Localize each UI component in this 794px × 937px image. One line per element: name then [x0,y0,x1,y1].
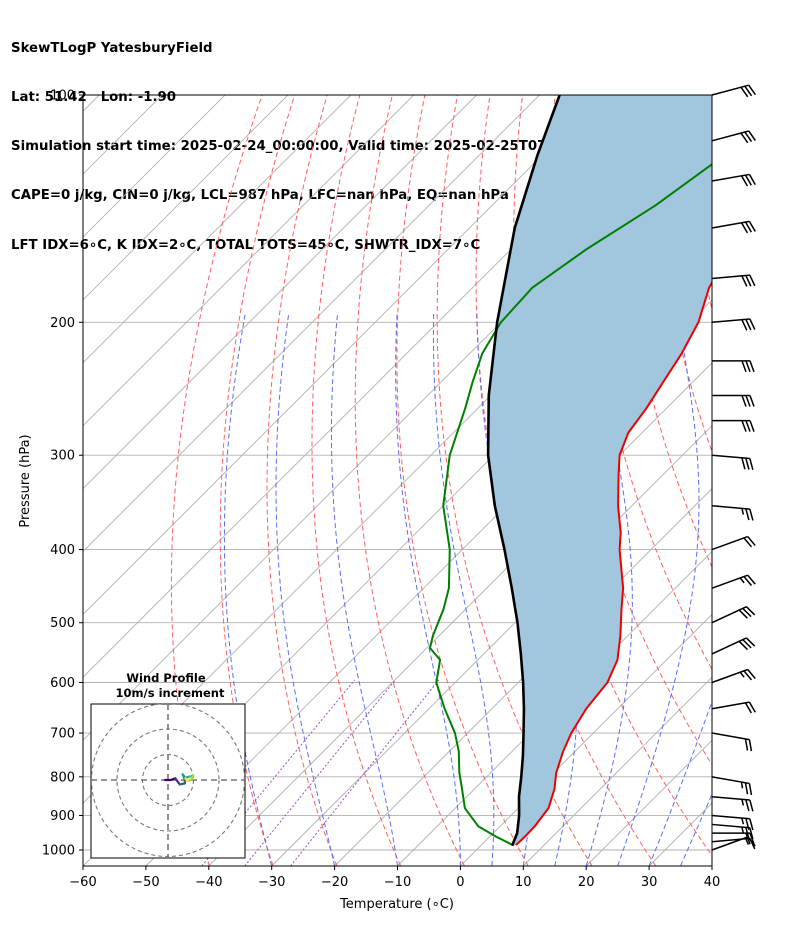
wind-barb [711,837,756,850]
dry-adiabat-line [311,95,402,866]
wind-barb [712,360,755,373]
moist-adiabat-line [680,793,712,866]
isotherm-line [83,95,477,490]
y-tick-label: 600 [50,676,75,691]
cape-cin-fill [488,95,712,846]
dry-adiabat-line [750,95,794,866]
x-tick-label: 30 [641,875,658,890]
wind-barbs [711,84,757,851]
y-tick-label: 300 [50,449,75,464]
moist-adiabat-line [585,313,633,866]
isotherm-line [83,95,540,553]
wind-barb [711,605,756,624]
dry-adiabat-line [219,95,296,866]
x-tick-label: −10 [384,875,411,890]
y-tick-label: 800 [50,770,75,785]
isotherm-line [711,865,712,866]
mixing-ratio-line [244,679,396,866]
isotherm-line [271,425,712,866]
x-tick-label: −40 [195,875,222,890]
wind-barb [711,318,756,331]
wind-barb [711,274,756,287]
isotherm-line [83,95,100,112]
dry-adiabat-line [266,95,338,866]
axes: −60 −50 −40 −30 −20 −10 0 10 20 30 40 100 200 300 400 5… [42,89,720,891]
x-tick-label: −20 [321,875,348,890]
dry-adiabat-line [718,95,794,866]
x-axis-label: Temperature (∘C) [339,897,454,912]
wind-barb [711,130,757,144]
x-tick-label: −30 [258,875,285,890]
parcel-line [486,95,561,847]
isotherm-line [334,487,712,866]
wind-barb [711,814,754,831]
moist-adiabat-line [648,699,712,866]
dry-adiabat-line [513,95,712,857]
x-tick-label: 20 [578,875,595,890]
wind-barb [711,574,756,589]
dry-adiabat-line [354,95,465,866]
moist-adiabat-line [275,313,336,866]
moist-adiabat-line [223,313,273,866]
y-tick-label: 1000 [42,844,75,859]
moist-adiabat-line [330,313,398,866]
y-tick-label: 100 [50,89,75,104]
isotherm-line [522,676,712,866]
chart-header: SkewTLogP YatesburyField Lat: 51.42 Lon:… [11,8,618,271]
y-tick-label: 500 [50,616,75,631]
hodograph-segment [184,777,189,783]
moist-adiabat-line [529,313,579,866]
wind-barb [711,668,756,684]
wind-barb [711,220,756,234]
y-tick-label: 900 [50,809,75,824]
y-tick-label: 200 [50,316,75,331]
wind-barb [711,173,756,187]
x-tick-label: −50 [132,875,159,890]
dewpoint-line [428,163,712,846]
inset-subtitle: 10m/s increment [116,686,225,700]
wind-barb [711,795,754,812]
chart-title: SkewTLogP YatesburyField [11,40,213,56]
temperature-line [515,280,712,846]
dry-adiabat-line [783,95,794,866]
wind-barb [711,84,757,98]
wind-profile-inset: Wind Profile 10m/s increment [90,671,246,859]
inset-title: Wind Profile [126,671,206,685]
profile-lines [428,95,712,847]
wind-barb [711,732,753,752]
dry-adiabat-line [436,95,593,866]
isotherm-line [83,95,289,301]
x-tick-label: 10 [515,875,532,890]
wind-barb [711,505,754,521]
wind-barb [711,701,756,714]
y-axis-label: Pressure (hPa) [18,434,33,527]
moist-adiabat-line [395,313,461,866]
dry-adiabat-line [170,95,263,866]
location-line: Lat: 51.42 Lon: -1.90 [11,90,177,106]
y-tick-label: 400 [50,543,75,558]
x-tick-label: 40 [704,875,721,890]
dry-adiabat-line [396,95,529,866]
isotherm-line [83,95,226,238]
isotherm-line [83,95,603,616]
wind-barb [711,823,754,840]
dry-adiabat-line [619,95,712,568]
wind-barb [711,637,756,655]
wind-barb [712,832,755,845]
isotherm-line [83,95,415,427]
isotherm-line [460,613,712,866]
wind-barb [711,535,756,551]
wind-barb [711,454,754,471]
cin-fill-area [488,95,712,846]
moist-adiabat-line [617,313,700,866]
y-tick-label: 700 [50,727,75,742]
x-tick-label: 0 [456,875,464,890]
x-tick-label: −60 [69,875,96,890]
hodograph-segment [174,777,181,786]
wind-barb [711,776,753,796]
wind-barb [712,394,755,407]
wind-barb [712,419,755,432]
